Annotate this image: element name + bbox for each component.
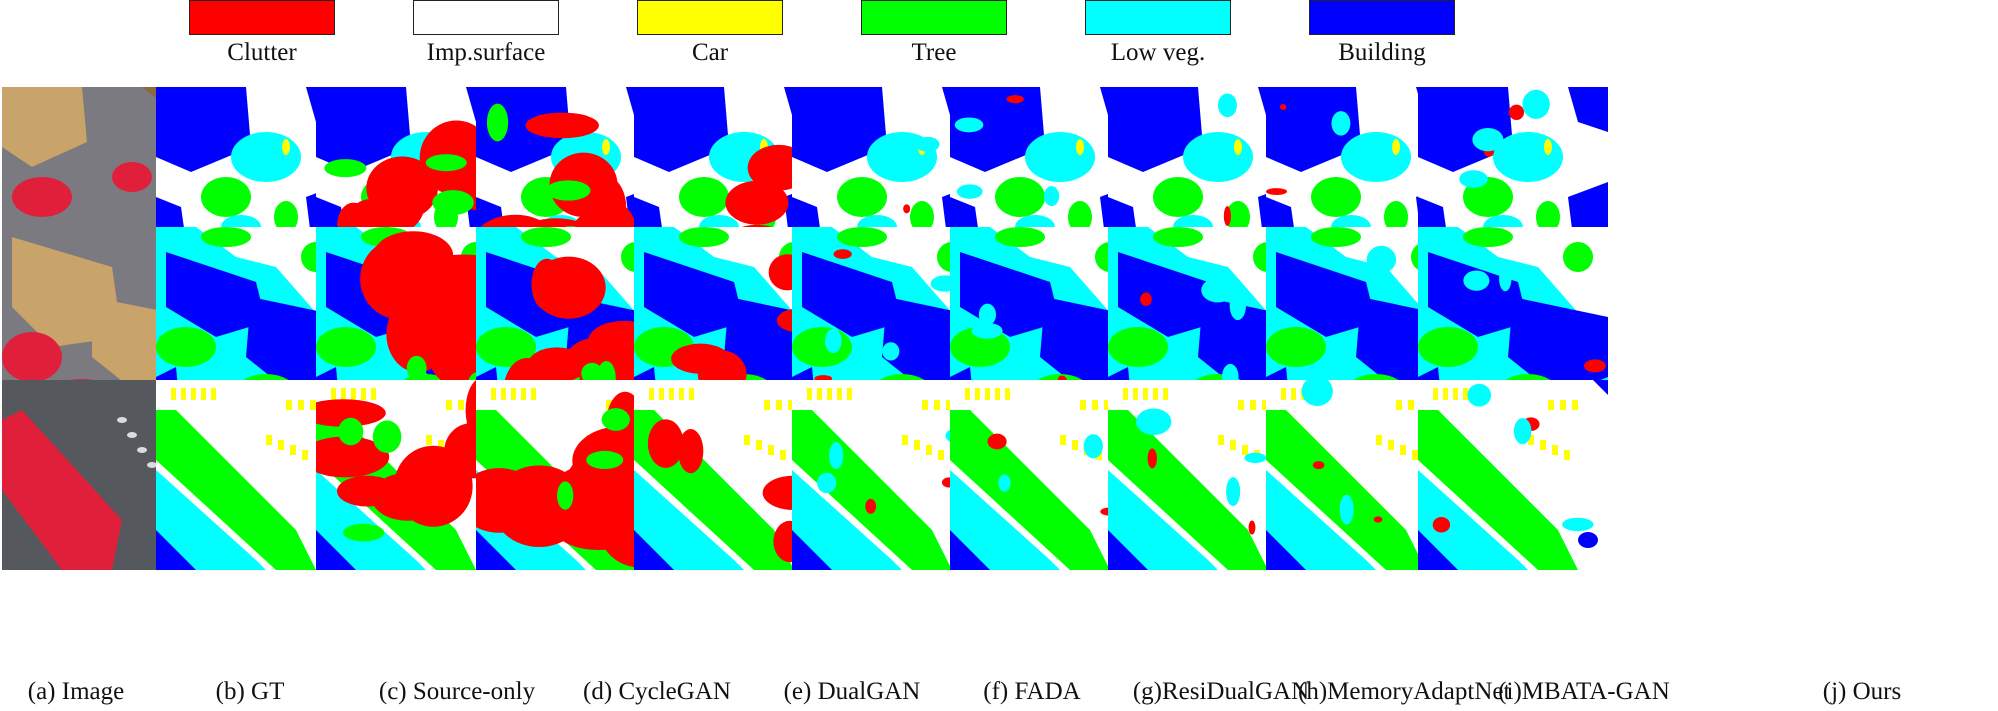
legend-swatch-low-veg — [1085, 0, 1231, 35]
tile-ours-row3 — [1418, 380, 1608, 570]
caption-ours: (j) Ours — [1822, 678, 1902, 705]
tile-gt-row3 — [156, 380, 346, 570]
legend-label-tree: Tree — [911, 39, 957, 66]
tile-graphic — [1418, 380, 1608, 570]
caption-gt: (b) GT — [215, 678, 285, 705]
legend-label-low-veg: Low veg. — [1110, 39, 1206, 66]
legend-label-building: Building — [1338, 39, 1426, 66]
legend: Clutter Imp.surface Car Tree Low veg. Bu… — [0, 0, 1998, 75]
legend-swatch-imp-surface — [413, 0, 559, 35]
caption-image: (a) Image — [27, 678, 125, 705]
legend-item-building: Building — [1307, 0, 1457, 67]
caption-source-only: (c) Source-only — [378, 678, 536, 705]
legend-swatch-clutter — [189, 0, 335, 35]
legend-item-clutter: Clutter — [187, 0, 337, 67]
legend-item-car: Car — [635, 0, 785, 67]
caption-dualgan: (e) DualGAN — [783, 678, 921, 705]
legend-swatch-tree — [861, 0, 1007, 35]
caption-mbata-gan: (i)MBATA-GAN — [1498, 678, 1670, 705]
legend-label-imp-surface: Imp.surface — [426, 39, 546, 66]
legend-label-car: Car — [691, 39, 729, 66]
result-grid — [0, 87, 1998, 677]
legend-swatch-car — [637, 0, 783, 35]
legend-swatch-building — [1309, 0, 1455, 35]
legend-item-tree: Tree — [859, 0, 1009, 67]
legend-label-clutter: Clutter — [227, 39, 297, 66]
caption-cyclegan: (d) CycleGAN — [583, 678, 731, 705]
tile-graphic — [156, 380, 346, 570]
caption-fada: (f) FADA — [983, 678, 1081, 705]
legend-item-low-veg: Low veg. — [1083, 0, 1233, 67]
caption-memoryadaptnet: (h)MemoryAdaptNet — [1298, 678, 1511, 705]
legend-item-imp-surface: Imp.surface — [411, 0, 561, 67]
caption-residualgan: (g)ResiDualGAN — [1132, 678, 1310, 705]
